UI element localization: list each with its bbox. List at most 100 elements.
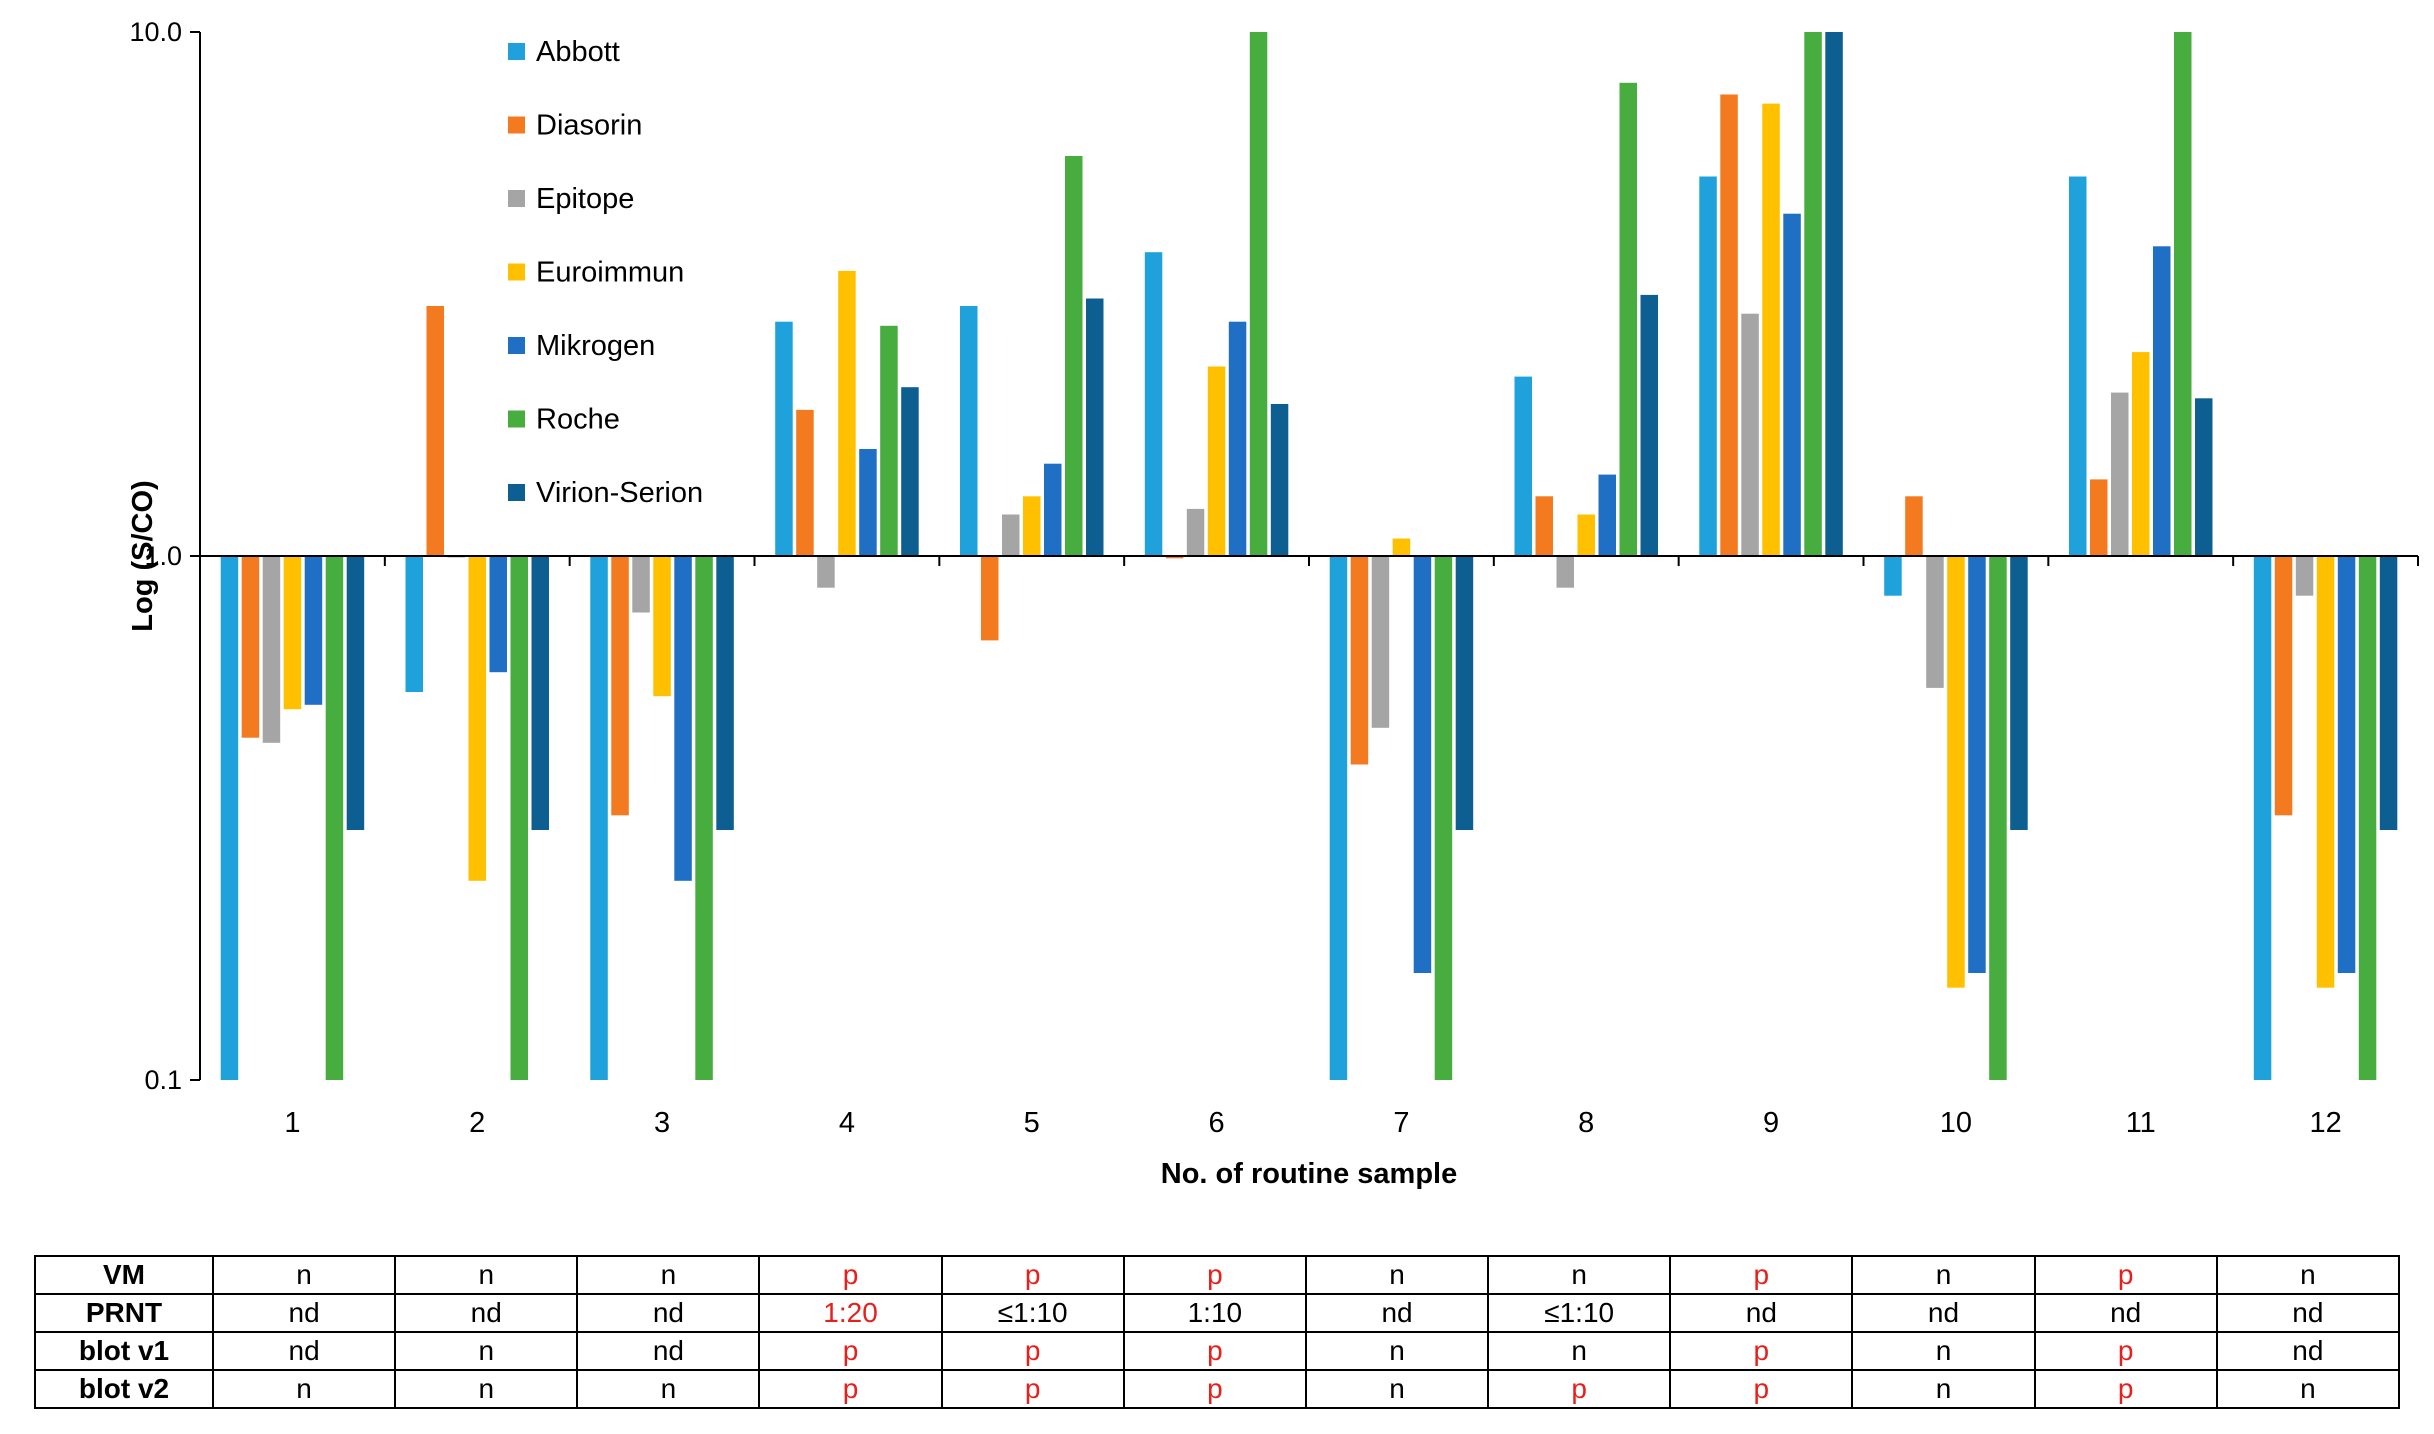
table-cell: n [211, 1255, 397, 1295]
bar-virion-serion-10 [2010, 556, 2028, 830]
table-cell: n [2215, 1255, 2401, 1295]
table-cell: n [1304, 1369, 1490, 1409]
bar-euroimmun-12 [2316, 556, 2335, 988]
bar-abbott-1 [220, 556, 239, 1080]
legend-swatch-euroimmun [508, 263, 525, 281]
bar-diasorin-4 [796, 409, 814, 556]
bar-virion-serion-7 [1455, 556, 1474, 830]
table-row: PRNT nd nd nd 1:20 ≤1:10 1:10 nd ≤1:10 nd nd nd nd [34, 1293, 2401, 1333]
legend-label-mikrogen: Mikrogen [536, 330, 655, 362]
table-cell: nd [576, 1293, 761, 1333]
bar-euroimmun-9 [1762, 103, 1780, 556]
bar-roche-9 [1804, 32, 1822, 556]
bar-virion-serion-6 [1270, 404, 1289, 556]
table-cell: p [758, 1369, 943, 1409]
table-cell: n [1487, 1331, 1672, 1371]
bar-roche-1 [325, 556, 344, 1080]
bar-virion-serion-8 [1640, 294, 1658, 556]
table-cell: p [1122, 1331, 1307, 1371]
bar-virion-serion-1 [346, 556, 365, 830]
y-tick-label: 0.1 [144, 1065, 182, 1095]
x-ticks: 1 2 3 4 5 6 7 8 9 10 11 12 [199, 556, 2419, 1139]
table-cell: 1:20 [758, 1293, 943, 1333]
bar-abbott-3 [590, 556, 608, 1080]
results-table: VM n n n p p p n n p n p n PRNT nd nd nd 1:20 ≤1:10 1:10 nd ≤… [34, 1255, 2401, 1409]
table-cell: nd [2033, 1293, 2218, 1333]
x-tick-label: 3 [654, 1107, 670, 1139]
bar-virion-serion-4 [901, 387, 919, 556]
table-cell: nd [211, 1293, 397, 1333]
table-cell: p [2033, 1255, 2218, 1295]
bar-diasorin-9 [1720, 94, 1738, 556]
bar-virion-serion-12 [2379, 556, 2398, 830]
legend: Abbott Diasorin Epitope Euroimmun Mikrogen Ro… [508, 36, 703, 509]
table-row: blot v1 nd n nd p p p n n p n p nd [34, 1331, 2401, 1371]
table-cell: n [1851, 1331, 2036, 1371]
bar-euroimmun-1 [283, 556, 302, 710]
bar-epitope-6 [1186, 508, 1205, 556]
legend-label-roche: Roche [536, 404, 620, 436]
bar-euroimmun-3 [653, 556, 671, 697]
bar-mikrogen-7 [1413, 556, 1432, 973]
bar-mikrogen-4 [859, 449, 877, 556]
x-axis-title: No. of routine sample [1161, 1158, 1457, 1190]
table-cell: p [1122, 1369, 1307, 1409]
x-tick-label: 12 [2309, 1107, 2341, 1139]
y-axis-title: Log (S/CO) [127, 480, 159, 631]
bar-roche-11 [2174, 32, 2192, 556]
y-ticks: 0.1 1.0 10.0 [129, 17, 200, 1095]
bar-diasorin-2 [426, 306, 444, 556]
table-cell: p [1122, 1255, 1307, 1295]
bar-abbott-2 [405, 556, 423, 692]
table-row-header: PRNT [34, 1293, 214, 1333]
x-tick-label: 10 [1940, 1107, 1972, 1139]
table-cell: p [1669, 1255, 1854, 1295]
bar-epitope-8 [1556, 556, 1574, 588]
table-cell: n [1487, 1255, 1672, 1295]
results-table-body: VM n n n p p p n n p n p n PRNT nd nd nd 1:20 ≤1:10 1:10 nd ≤… [34, 1255, 2401, 1409]
x-tick-label: 7 [1393, 1107, 1409, 1139]
bar-abbott-10 [1884, 556, 1902, 596]
bar-roche-5 [1065, 156, 1083, 556]
x-tick-label: 5 [1024, 1107, 1040, 1139]
bar-roche-2 [510, 556, 528, 1080]
table-cell: nd [1851, 1293, 2036, 1333]
bar-diasorin-7 [1350, 556, 1369, 765]
bar-euroimmun-6 [1207, 366, 1226, 556]
table-row: VM n n n p p p n n p n p n [34, 1255, 2401, 1295]
bar-roche-4 [880, 325, 898, 556]
table-cell: p [758, 1255, 943, 1295]
bar-epitope-4 [817, 556, 835, 588]
bars-layer [220, 32, 2398, 1080]
bar-roche-7 [1434, 556, 1453, 1080]
table-cell: p [1669, 1369, 1854, 1409]
x-tick-label: 4 [839, 1107, 855, 1139]
bar-mikrogen-11 [2153, 246, 2171, 557]
bar-euroimmun-5 [1023, 496, 1041, 556]
bar-virion-serion-11 [2195, 398, 2213, 556]
x-tick-label: 8 [1578, 1107, 1594, 1139]
bar-virion-serion-9 [1825, 32, 1843, 556]
bar-diasorin-3 [611, 556, 629, 816]
bar-epitope-1 [262, 556, 281, 743]
bar-diasorin-11 [2090, 479, 2108, 556]
legend-swatch-abbott [508, 43, 525, 60]
legend-swatch-epitope [508, 190, 525, 207]
legend-label-diasorin: Diasorin [536, 110, 642, 142]
bar-epitope-7 [1371, 556, 1390, 728]
table-cell: ≤1:10 [1487, 1293, 1672, 1333]
bar-euroimmun-8 [1577, 514, 1595, 556]
bar-abbott-9 [1699, 176, 1717, 556]
x-tick-label: 9 [1763, 1107, 1779, 1139]
x-tick-label: 1 [284, 1107, 300, 1139]
bar-epitope-10 [1926, 556, 1944, 688]
table-cell: n [576, 1255, 761, 1295]
table-cell: n [394, 1369, 579, 1409]
table-cell: p [758, 1331, 943, 1371]
table-cell: p [940, 1255, 1125, 1295]
bar-roche-12 [2358, 556, 2377, 1080]
table-cell: 1:10 [1122, 1293, 1307, 1333]
table-cell: ≤1:10 [940, 1293, 1125, 1333]
bar-diasorin-12 [2274, 556, 2293, 816]
table-cell: p [940, 1331, 1125, 1371]
